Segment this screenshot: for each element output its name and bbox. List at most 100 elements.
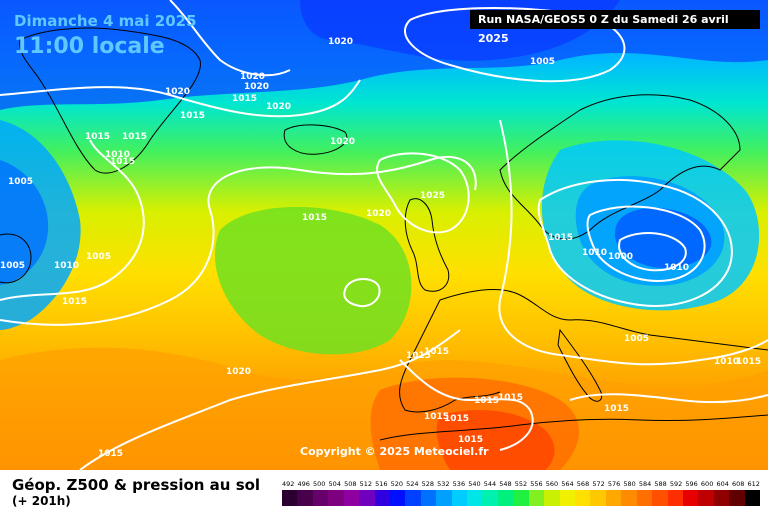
legend-value: 604 — [716, 480, 729, 488]
legend-swatch — [544, 490, 560, 506]
legend-swatch — [528, 490, 545, 506]
isobar-label: 1020 — [328, 37, 353, 47]
isobar-label: 1015 — [232, 94, 257, 104]
legend-swatch — [636, 490, 653, 506]
isobar — [618, 232, 687, 272]
legend-value: 496 — [297, 480, 310, 488]
legend-value: 568 — [576, 480, 590, 488]
z500-atlantic-trough — [214, 206, 412, 355]
isobar — [0, 155, 477, 326]
isobar-label: 1015 — [302, 213, 327, 223]
legend-swatch — [420, 490, 437, 506]
legend-value: 536 — [452, 480, 466, 488]
scandinavia-coast — [499, 94, 741, 240]
legend-swatch — [682, 490, 699, 506]
isobar-label: 1015 — [736, 357, 761, 367]
legend-value: 552 — [514, 480, 528, 488]
isobar — [498, 119, 768, 366]
isobar-label: 1020 — [330, 137, 355, 147]
legend-value: 556 — [530, 480, 543, 488]
legend-swatch — [744, 490, 761, 506]
legend-value: 524 — [406, 480, 419, 488]
isobar-label: 1005 — [86, 252, 111, 262]
legend-value: 600 — [700, 480, 714, 488]
isobar-label: 1015 — [498, 393, 523, 403]
legend-swatch — [605, 490, 622, 506]
legend-swatch — [343, 490, 360, 506]
legend-value: 588 — [654, 480, 667, 488]
legend-value: 612 — [747, 480, 760, 488]
legend-value: 592 — [669, 480, 683, 488]
legend-swatch — [575, 490, 591, 506]
isobar-label: 1015 — [604, 404, 629, 414]
legend-value: 500 — [313, 480, 326, 488]
legend-swatch — [713, 490, 730, 506]
coastlines — [0, 27, 768, 441]
legend-value: 516 — [375, 480, 388, 488]
isobar-label: 1020 — [240, 72, 265, 82]
legend-value: 512 — [359, 480, 372, 488]
isobar-label: 1015 — [424, 412, 449, 422]
isobar-label: 1005 — [624, 334, 649, 344]
isobars — [0, 0, 768, 470]
legend-value: 504 — [328, 480, 341, 488]
legend-swatch — [590, 490, 606, 506]
newfoundland-coast — [0, 233, 32, 284]
isobar-label: 1020 — [226, 367, 251, 377]
legend-swatch — [497, 490, 514, 506]
greenland-coast — [19, 27, 201, 174]
legend-swatch — [513, 490, 529, 506]
isobar-label: 1015 — [424, 347, 449, 357]
isobar-label: 1015 — [474, 396, 499, 406]
z500-west-core — [0, 160, 49, 285]
europe-coast — [399, 289, 768, 413]
legend-value: 572 — [592, 480, 605, 488]
legend-value: 540 — [468, 480, 481, 488]
isobar — [0, 139, 145, 301]
legend-swatch — [451, 490, 468, 506]
isobar-label: 1015 — [180, 111, 205, 121]
isobar — [399, 359, 534, 451]
run-info-box: Run NASA/GEOS5 0 Z du Samedi 26 avril 20… — [470, 10, 760, 45]
legend-swatch — [282, 490, 298, 506]
isobar-label: 1020 — [266, 102, 291, 112]
legend-swatch — [482, 490, 498, 506]
isobar-label: 1020 — [366, 209, 391, 219]
legend-value: 528 — [421, 480, 435, 488]
isobar-label: 1015 — [62, 297, 87, 307]
isobar-label: 1010 — [54, 261, 79, 271]
isobar — [537, 179, 733, 307]
isobar-label: 1015 — [406, 351, 431, 361]
legend-swatch — [436, 490, 452, 506]
isobar-label: 1000 — [608, 252, 633, 262]
legend-swatch — [374, 490, 390, 506]
legend-swatch — [297, 490, 313, 506]
legend-swatch — [312, 490, 329, 506]
legend-value: 580 — [623, 480, 636, 488]
isobar-label: 1010 — [714, 357, 739, 367]
legend-swatch — [467, 490, 483, 506]
isobar-label: 1015 — [85, 132, 110, 142]
legend-swatch — [359, 490, 375, 506]
isobar — [79, 329, 461, 470]
isobar-label: 1015 — [458, 435, 483, 445]
isobar-label: 1025 — [420, 191, 445, 201]
isobar — [404, 7, 626, 83]
copyright-text: Copyright © 2025 Meteociel.fr — [300, 445, 489, 458]
legend-value: 584 — [638, 480, 652, 488]
z500-east-low-core — [615, 207, 712, 269]
legend-value: 492 — [282, 480, 295, 488]
isobar — [586, 205, 706, 282]
isobar — [343, 278, 381, 308]
isobar-label: 1015 — [110, 157, 135, 167]
legend-value: 560 — [545, 480, 559, 488]
isobar-label: 1010 — [105, 150, 130, 160]
legend-swatch — [328, 490, 344, 506]
legend-value: 608 — [731, 480, 745, 488]
isobar-label: 1005 — [530, 57, 555, 67]
legend-swatch — [698, 490, 714, 506]
isobar-label: 1015 — [548, 233, 573, 243]
legend-value: 576 — [607, 480, 621, 488]
